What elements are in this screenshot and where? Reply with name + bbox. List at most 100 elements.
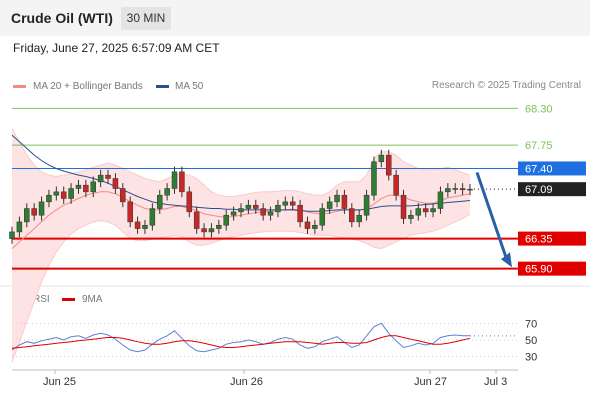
candle-body — [134, 221, 141, 229]
candle-body — [282, 201, 289, 206]
rsi-series-9ma — [11, 335, 471, 349]
forecast-arrowhead — [501, 252, 512, 268]
candle-body — [179, 171, 185, 193]
x-tick-label: Jun 26 — [230, 376, 264, 388]
candle-body — [53, 191, 60, 196]
level-label-66.35: 66.35 — [525, 234, 553, 246]
candle-body — [371, 161, 377, 196]
candle-body — [164, 188, 170, 196]
candle-body — [186, 191, 193, 213]
candle-body — [430, 208, 436, 213]
ma50-legend-swatch — [156, 85, 169, 88]
candle-body — [341, 194, 348, 209]
level-label-67.75: 67.75 — [525, 140, 553, 152]
level-label-box-67.40 — [518, 161, 586, 176]
candle-body — [208, 228, 215, 233]
rsi-tick-label: 70 — [525, 318, 537, 330]
candle-body — [467, 188, 473, 191]
candle-body — [275, 204, 281, 213]
candle-body — [378, 154, 385, 163]
candle-body — [31, 208, 37, 216]
candle-body — [97, 174, 104, 183]
ma9-legend-swatch — [62, 298, 75, 301]
ma9-legend-label: 9MA — [82, 294, 103, 305]
candle-body — [9, 231, 15, 239]
candle-body — [149, 208, 156, 226]
rsi-tick-label: 50 — [525, 335, 537, 347]
chart-datetime: Friday, June 27, 2025 6:57:09 AM CET — [13, 41, 220, 55]
candle-body — [120, 188, 126, 203]
candle-body — [312, 224, 318, 229]
timeframe-button[interactable]: 30 MIN — [121, 7, 171, 30]
candle-body — [253, 204, 259, 209]
candle-body — [349, 208, 355, 223]
instrument-title: Crude Oil (WTI) — [11, 10, 113, 26]
candle-body — [216, 224, 222, 229]
candle-body — [400, 194, 407, 219]
candle-body — [171, 171, 178, 189]
candle-body — [38, 201, 45, 216]
candle-body — [408, 214, 414, 219]
candle-body — [24, 208, 30, 223]
chart-header: Crude Oil (WTI) 30 MIN — [0, 0, 590, 36]
x-tick-label: Jul 3 — [484, 376, 508, 388]
bollinger-lower-line — [11, 213, 471, 363]
candle-body — [142, 224, 148, 229]
candle-body — [112, 178, 119, 189]
candle-body — [422, 208, 429, 213]
rsi-tick-label: 30 — [525, 352, 537, 364]
candle-body — [238, 208, 244, 213]
candle-body — [46, 194, 52, 203]
candle-body — [267, 211, 274, 216]
candle-body — [363, 194, 370, 216]
candle-body — [156, 194, 163, 209]
candle-body — [75, 184, 82, 189]
candle-body — [385, 154, 392, 176]
candle-body — [415, 208, 422, 216]
candle-body — [452, 188, 458, 190]
candle-body — [393, 174, 399, 196]
candle-body — [289, 201, 296, 206]
candle-body — [68, 188, 74, 199]
candle-body — [230, 211, 237, 216]
ma20-legend-swatch — [13, 85, 26, 88]
candle-body — [445, 188, 451, 193]
level-label-67.40: 67.40 — [525, 163, 553, 175]
research-credit: Research © 2025 Trading Central — [431, 80, 581, 91]
rsi-legend-label: RSI — [33, 294, 50, 305]
level-label-67.09: 67.09 — [525, 184, 553, 196]
candle-body — [201, 228, 207, 233]
level-label-68.30: 68.30 — [525, 103, 553, 115]
level-label-box-67.09 — [518, 182, 586, 197]
ma50-legend-label: MA 50 — [175, 81, 204, 92]
forecast-arrow-shaft — [475, 171, 508, 258]
x-tick-label: Jun 27 — [414, 376, 448, 388]
candle-body — [60, 191, 67, 199]
candle-body — [334, 194, 340, 203]
x-tick-label: Jun 25 — [43, 376, 77, 388]
rsi-series-rsi — [11, 322, 470, 353]
level-label-box-65.90 — [518, 261, 586, 276]
candle-body — [223, 214, 229, 226]
candle-body — [193, 211, 200, 229]
level-label-box-66.35 — [518, 231, 586, 246]
ma20-legend-label: MA 20 + Bollinger Bands — [33, 81, 143, 92]
candle-body — [326, 201, 333, 209]
candle-body — [459, 188, 466, 191]
candle-body — [319, 208, 326, 226]
candle-body — [297, 204, 303, 223]
bollinger-band-area — [12, 128, 470, 363]
candle-body — [83, 184, 89, 193]
candles-group — [9, 149, 473, 244]
candle-body — [304, 221, 311, 229]
level-label-65.90: 65.90 — [525, 264, 553, 276]
candle-body — [127, 201, 133, 223]
candle-body — [260, 208, 266, 216]
candle-body — [437, 191, 444, 209]
candle-body — [356, 214, 362, 223]
candle-body — [16, 221, 23, 233]
candle-body — [105, 174, 111, 179]
candle-body — [90, 181, 97, 193]
candle-body — [245, 204, 252, 209]
